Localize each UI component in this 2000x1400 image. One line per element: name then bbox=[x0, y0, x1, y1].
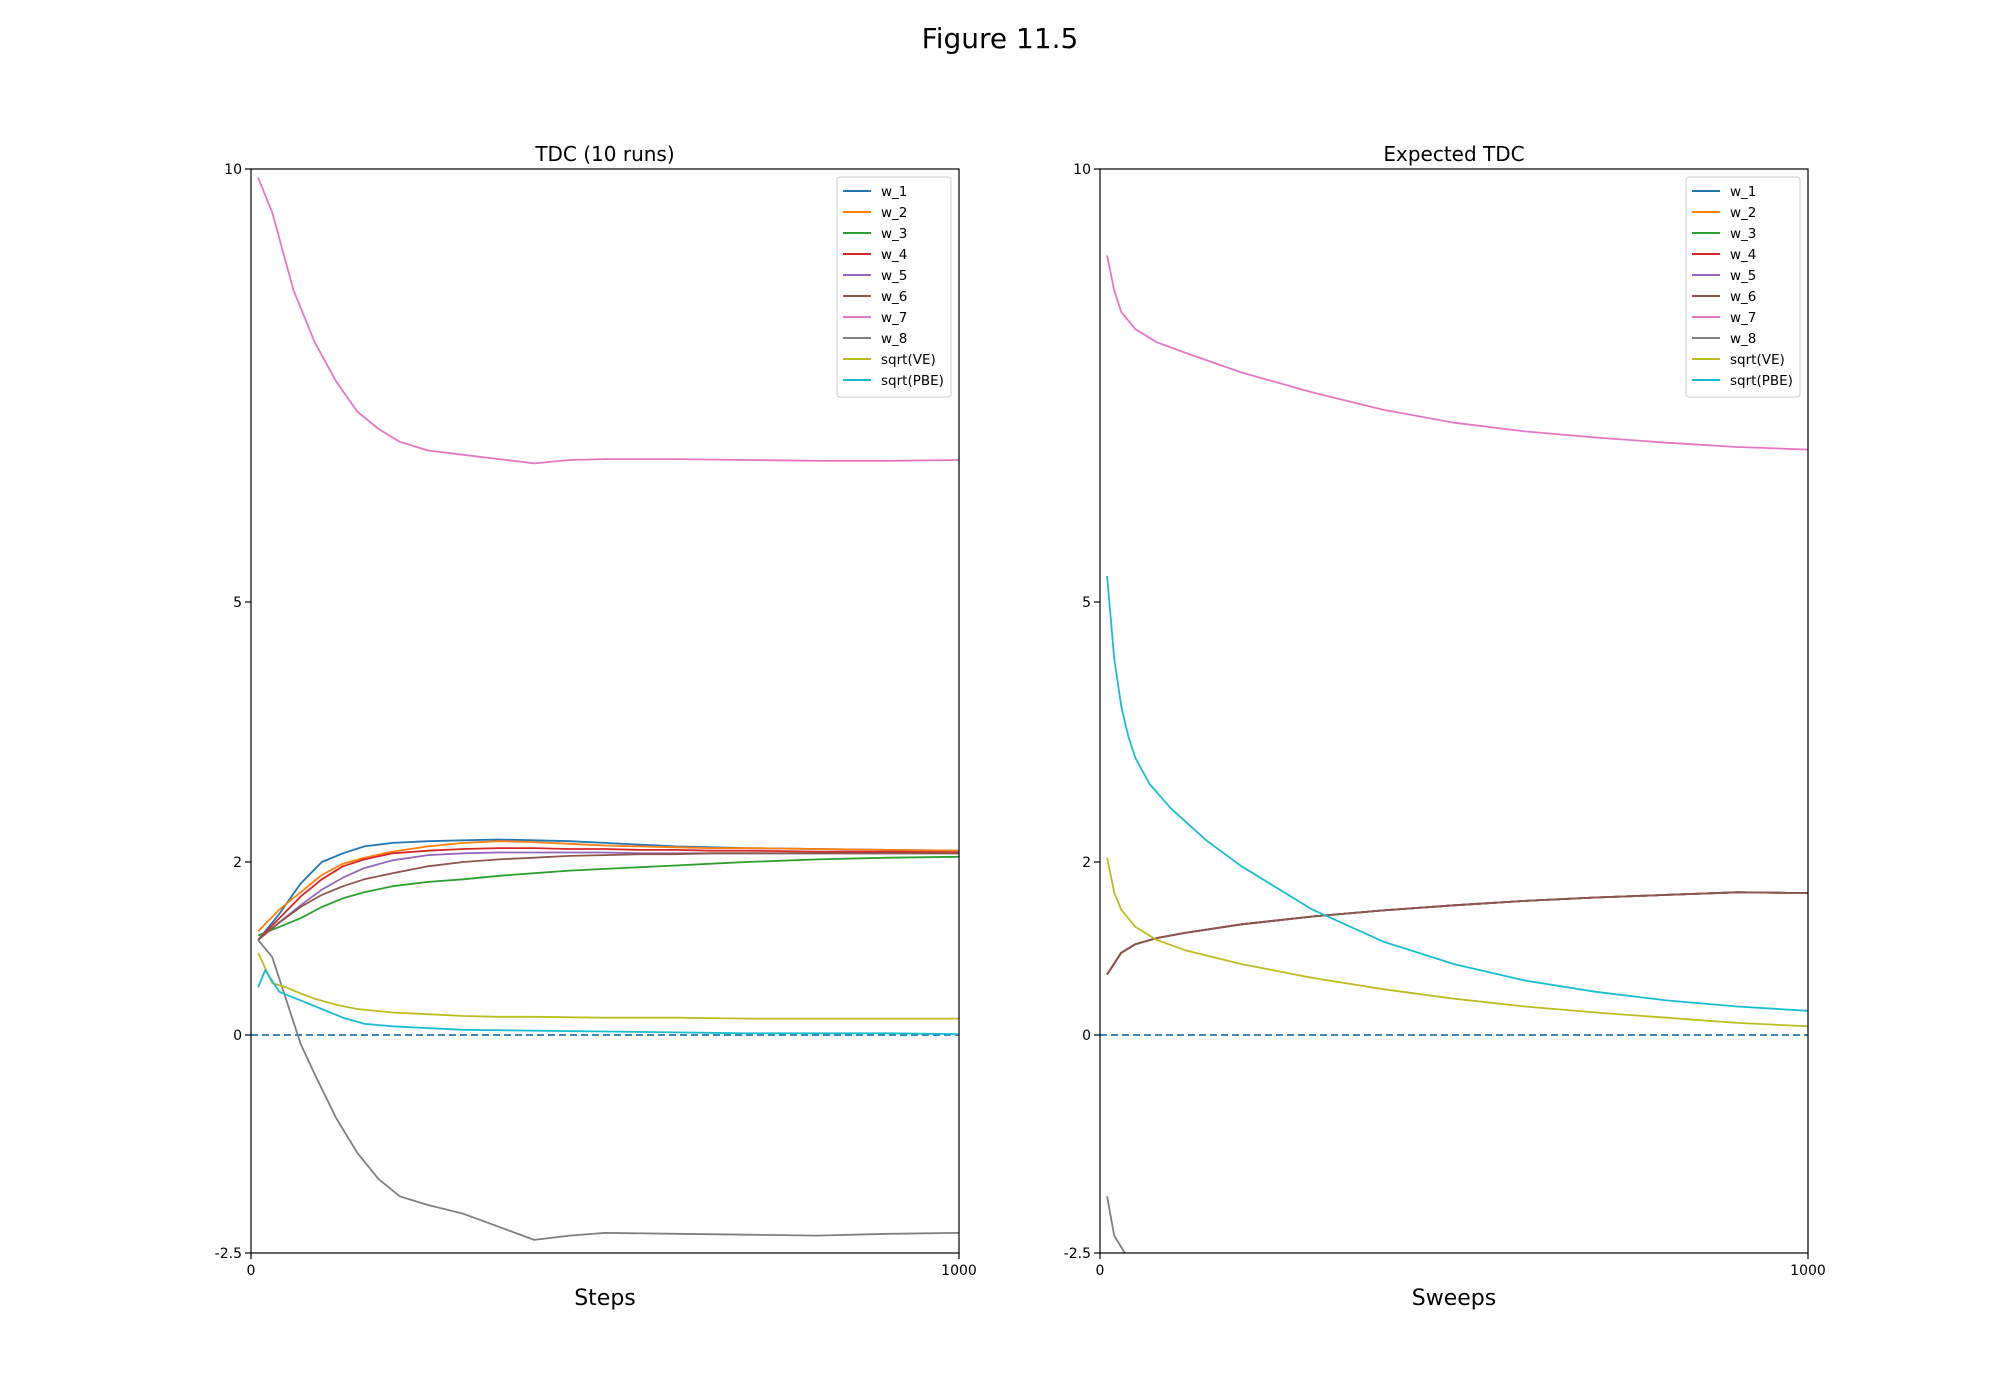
legend-label: w_1 bbox=[881, 184, 907, 200]
legend-label: sqrt(PBE) bbox=[1730, 373, 1793, 389]
legend-label: sqrt(VE) bbox=[881, 352, 936, 368]
series-line-w-6 bbox=[257, 852, 959, 941]
series-line-w-6 bbox=[1106, 891, 1808, 975]
legend-label: w_2 bbox=[1730, 205, 1756, 221]
legend-label: sqrt(VE) bbox=[1730, 352, 1785, 368]
panel-title: Expected TDC bbox=[1383, 142, 1524, 166]
series-line-sqrt-ve bbox=[1106, 857, 1808, 1028]
legend-label: w_3 bbox=[881, 226, 907, 242]
y-tick-label: 10 bbox=[224, 162, 242, 178]
series-line-sqrt-ve bbox=[257, 952, 959, 1020]
y-tick-label: 5 bbox=[233, 595, 242, 611]
series-line-w-7 bbox=[1106, 255, 1808, 451]
y-tick-label: -2.5 bbox=[1064, 1246, 1091, 1262]
legend: w_1 w_2 w_3 w_4 w_5 w_6 w_7 w_8 sqrt(VE) sqrt(PBE… bbox=[1685, 176, 1801, 398]
series-line-w-8 bbox=[1106, 1196, 1126, 1253]
legend-label: w_7 bbox=[881, 310, 907, 326]
y-tick-label: 2 bbox=[233, 855, 242, 871]
y-tick-label: 0 bbox=[233, 1028, 242, 1044]
x-tick-label: 0 bbox=[247, 1263, 256, 1279]
y-tick-label: 2 bbox=[1082, 855, 1091, 871]
legend-label: w_7 bbox=[1730, 310, 1756, 326]
x-axis-title: Steps bbox=[574, 1286, 636, 1311]
legend-label: w_4 bbox=[881, 247, 907, 263]
y-tick-label: 5 bbox=[1082, 595, 1091, 611]
x-axis-title: Sweeps bbox=[1412, 1286, 1496, 1311]
series-line-w-2 bbox=[257, 840, 959, 932]
legend-label: sqrt(PBE) bbox=[881, 373, 944, 389]
series-line-sqrt-pbe bbox=[1106, 575, 1808, 1012]
legend-label: w_2 bbox=[881, 205, 907, 221]
legend-label: w_8 bbox=[1730, 331, 1756, 347]
panel-title: TDC (10 runs) bbox=[534, 142, 674, 166]
series-line-sqrt-pbe bbox=[257, 969, 959, 1035]
legend-label: w_4 bbox=[1730, 247, 1756, 263]
plot-frame bbox=[1099, 168, 1809, 1254]
x-tick-label: 0 bbox=[1096, 1263, 1105, 1279]
x-tick-label: 1000 bbox=[1790, 1263, 1826, 1279]
series-line-w-8 bbox=[257, 939, 959, 1241]
series-line-w-3 bbox=[257, 855, 959, 937]
legend-label: w_5 bbox=[881, 268, 907, 284]
legend: w_1 w_2 w_3 w_4 w_5 w_6 w_7 w_8 sqrt(VE) sqrt(PBE… bbox=[836, 176, 952, 398]
series-line-w-7 bbox=[257, 177, 959, 465]
legend-label: w_6 bbox=[1730, 289, 1756, 305]
legend-label: w_6 bbox=[881, 289, 907, 305]
series-line-w-5 bbox=[257, 851, 959, 941]
legend-label: w_1 bbox=[1730, 184, 1756, 200]
series-line-w-4 bbox=[257, 847, 959, 941]
legend-label: w_8 bbox=[881, 331, 907, 347]
figure-title: Figure 11.5 bbox=[921, 22, 1079, 55]
y-tick-label: 10 bbox=[1073, 162, 1091, 178]
y-tick-label: 0 bbox=[1082, 1028, 1091, 1044]
y-tick-label: -2.5 bbox=[215, 1246, 242, 1262]
legend-label: w_3 bbox=[1730, 226, 1756, 242]
plot-frame bbox=[250, 168, 960, 1254]
legend-label: w_5 bbox=[1730, 268, 1756, 284]
x-tick-label: 1000 bbox=[941, 1263, 977, 1279]
